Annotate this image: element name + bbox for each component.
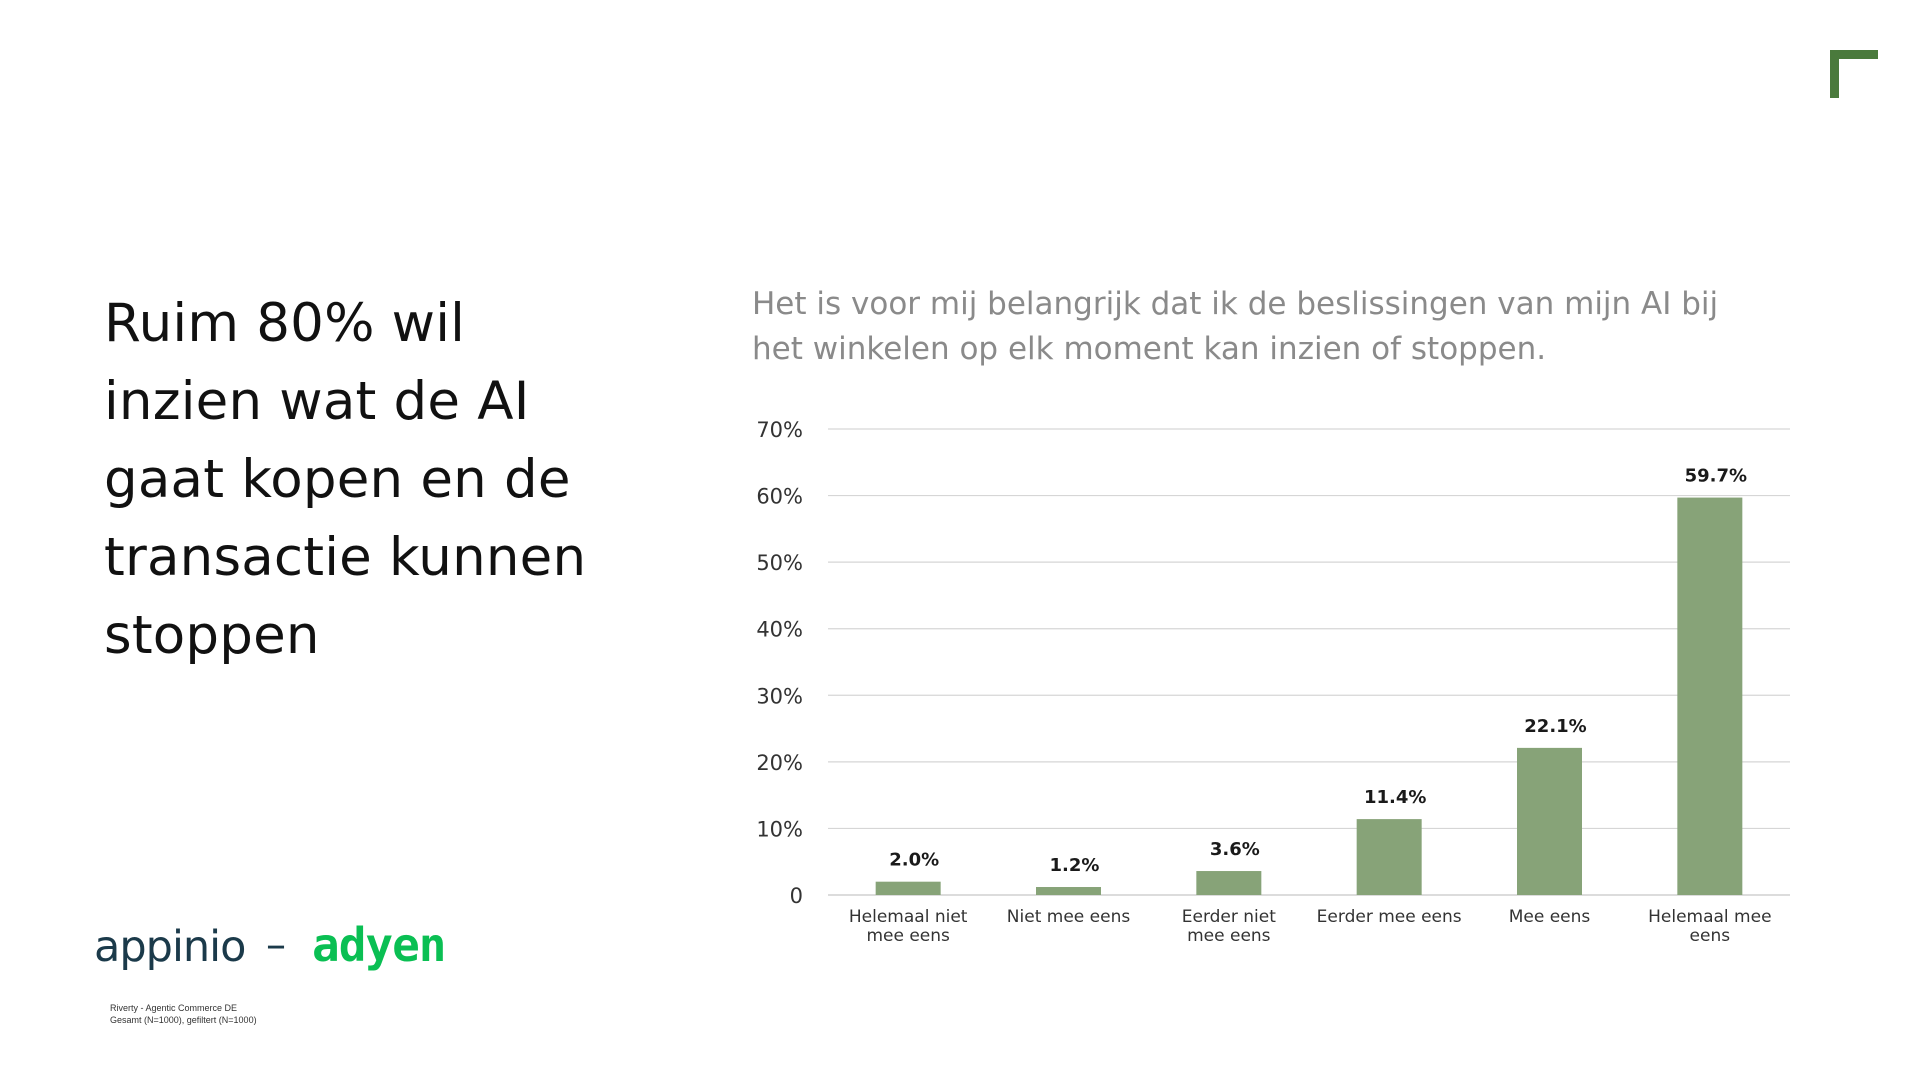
footnote-line: Riverty - Agentic Commerce DE (110, 1003, 238, 1013)
data-label: 3.6% (1210, 839, 1260, 860)
headline-line: transactie kunnen (104, 527, 587, 588)
y-tick-label: 20% (756, 751, 803, 775)
headline: Ruim 80% wil inzien wat de AI gaat kopen… (104, 285, 624, 675)
bar (875, 881, 941, 895)
x-tick-label: Niet mee eens (1007, 907, 1131, 927)
data-label: 2.0% (889, 850, 939, 871)
headline-line: inzien wat de AI (104, 371, 530, 432)
data-label: 59.7% (1685, 466, 1747, 487)
bar (1196, 871, 1262, 895)
corner-bracket-icon (1830, 50, 1878, 98)
adyen-logo: adyen (312, 918, 446, 972)
x-tick-label: mee eens (1187, 926, 1271, 946)
x-tick-label: Eerder mee eens (1317, 907, 1462, 927)
bar (1517, 747, 1582, 895)
y-tick-label: 30% (756, 684, 803, 708)
appinio-logo: appinio (94, 922, 246, 972)
x-tick-label: eens (1690, 926, 1731, 946)
y-tick-label: 10% (756, 817, 803, 841)
x-tick-label: mee eens (866, 926, 950, 946)
bar (1356, 819, 1422, 895)
headline-line: gaat kopen en de (104, 449, 571, 510)
x-tick-label: Helemaal mee (1648, 907, 1771, 927)
y-tick-label: 0 (790, 884, 803, 908)
headline-line: stoppen (104, 605, 320, 666)
x-tick-label: Eerder niet (1182, 907, 1276, 927)
data-label: 22.1% (1524, 716, 1586, 737)
footnote-line: Gesamt (N=1000), gefiltert (N=1000) (110, 1015, 257, 1025)
logo-separator: – (266, 922, 286, 968)
y-tick-label: 50% (756, 551, 803, 575)
chart-subtitle: Het is voor mij belangrijk dat ik de bes… (752, 282, 1752, 372)
data-label: 11.4% (1364, 787, 1426, 808)
chart-subtitle-line: het winkelen op elk moment kan inzien of… (752, 331, 1547, 367)
x-tick-label: Mee eens (1509, 907, 1591, 927)
chart-subtitle-line: Het is voor mij belangrijk dat ik de bes… (752, 286, 1719, 322)
headline-line: Ruim 80% wil (104, 293, 466, 354)
y-tick-label: 70% (756, 418, 803, 442)
source-footnote: Riverty - Agentic Commerce DE Gesamt (N=… (110, 1002, 257, 1026)
data-label: 1.2% (1050, 855, 1100, 876)
y-tick-label: 60% (756, 485, 803, 509)
bar (1677, 497, 1743, 895)
x-tick-label: Helemaal niet (849, 907, 968, 927)
y-tick-label: 40% (756, 618, 803, 642)
bar (1036, 887, 1101, 895)
